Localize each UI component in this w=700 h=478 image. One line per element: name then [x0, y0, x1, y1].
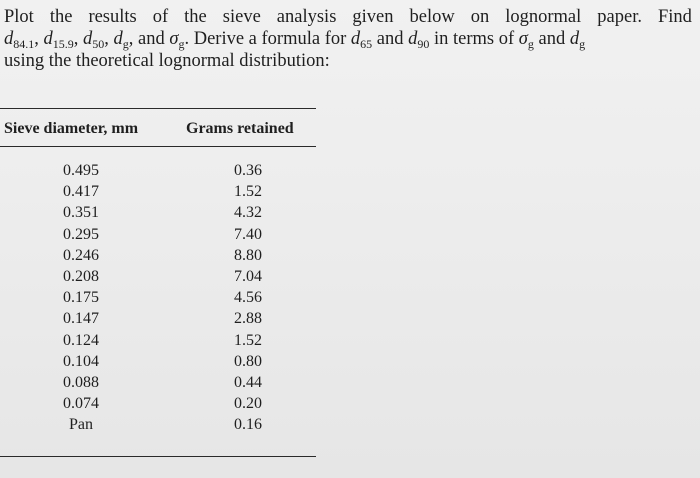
- problem-word: paper.: [597, 7, 642, 27]
- separator: ,: [34, 29, 44, 49]
- table-row: 0.351 4.32: [0, 204, 316, 225]
- grams-retained-cell: 7.04: [234, 267, 262, 285]
- sieve-diameter-cell: Pan: [69, 416, 93, 434]
- sieve-diameter-cell: 0.088: [63, 373, 99, 391]
- symbol-d: d: [408, 29, 418, 49]
- problem-word: the: [49, 7, 73, 27]
- problem-word: of: [152, 7, 169, 27]
- symbol-d: d: [569, 29, 580, 49]
- sieve-diameter-cell: 0.208: [63, 267, 99, 285]
- symbol-d: d: [350, 29, 361, 49]
- sieve-diameter-cell: 0.351: [63, 204, 99, 222]
- subscript: 15.9: [52, 37, 74, 51]
- problem-word: on: [470, 7, 490, 27]
- sieve-diameter-cell: 0.104: [63, 352, 99, 370]
- table-row: 0.246 8.80: [0, 247, 316, 268]
- grams-retained-cell: 2.88: [234, 310, 262, 328]
- grams-retained-cell: 1.52: [234, 331, 262, 349]
- symbol-d: d: [4, 29, 14, 49]
- sieve-diameter-cell: 0.246: [63, 246, 99, 264]
- table-row: Pan 0.16: [0, 416, 316, 437]
- problem-word: Plot: [4, 7, 34, 27]
- table-row: 0.295 7.40: [0, 226, 316, 247]
- subscript: g: [178, 37, 185, 51]
- subscript: 65: [360, 37, 373, 51]
- subscript: 84.1: [13, 37, 35, 51]
- sieve-diameter-cell: 0.124: [63, 331, 99, 349]
- problem-text: in terms of: [429, 29, 519, 49]
- problem-statement: Plot the results of the sieve analysis given bel…: [4, 6, 692, 72]
- table-row: 0.147 2.88: [0, 310, 316, 331]
- table-row: 0.175 4.56: [0, 289, 316, 310]
- grams-retained-cell: 0.44: [234, 373, 262, 391]
- table-row: 0.495 0.36: [0, 162, 316, 183]
- problem-text: and: [372, 29, 409, 49]
- problem-word: below: [409, 7, 455, 27]
- grams-retained-cell: 0.16: [234, 416, 262, 434]
- grams-retained-cell: 0.80: [234, 352, 262, 370]
- sieve-diameter-cell: 0.175: [63, 289, 99, 307]
- grams-retained-cell: 4.56: [234, 289, 262, 307]
- header-sieve-diameter: Sieve diameter, mm: [4, 120, 139, 137]
- problem-line-2: d84.1, d15.9, d50, dg, and σg. Derive a …: [4, 28, 692, 50]
- grams-retained-cell: 4.32: [234, 204, 262, 222]
- problem-word: the: [184, 7, 207, 27]
- separator: ,: [104, 29, 114, 49]
- sieve-diameter-cell: 0.295: [63, 225, 99, 243]
- table-top-rule: [0, 108, 316, 109]
- problem-word: results: [88, 7, 137, 27]
- symbol-sigma: σ: [169, 29, 179, 49]
- problem-word: given: [352, 7, 394, 27]
- sieve-table-body: 0.495 0.36 0.417 1.52 0.351 4.32 0.295 7.40 0.24…: [0, 162, 316, 437]
- problem-word: lognormal: [505, 7, 582, 27]
- symbol-sigma: σ: [518, 29, 528, 49]
- sieve-diameter-cell: 0.074: [63, 395, 99, 413]
- problem-word: sieve: [222, 7, 261, 27]
- problem-text: and: [533, 29, 570, 49]
- table-row: 0.208 7.04: [0, 268, 316, 289]
- table-row: 0.124 1.52: [0, 332, 316, 353]
- subscript: 90: [417, 37, 430, 51]
- table-header-rule: [0, 146, 316, 147]
- table-row: 0.088 0.44: [0, 374, 316, 395]
- problem-line-3: using the theoretical lognormal distribu…: [4, 51, 330, 71]
- grams-retained-cell: 7.40: [234, 225, 262, 243]
- separator: ,: [73, 29, 83, 49]
- grams-retained-cell: 8.80: [234, 246, 262, 264]
- symbol-d: d: [83, 29, 93, 49]
- subscript: 50: [92, 37, 105, 51]
- table-bottom-rule: [0, 456, 316, 457]
- problem-line-1: Plot the results of the sieve analysis given bel…: [4, 6, 692, 28]
- subscript: g: [122, 37, 129, 51]
- subscript: g: [527, 37, 534, 51]
- symbol-d: d: [113, 29, 123, 49]
- problem-text: . Derive a formula for: [184, 29, 351, 49]
- problem-word: analysis: [276, 7, 337, 27]
- header-grams-retained: Grams retained: [186, 120, 294, 137]
- sieve-diameter-cell: 0.417: [63, 183, 99, 201]
- sieve-diameter-cell: 0.147: [63, 310, 99, 328]
- grams-retained-cell: 0.36: [234, 162, 262, 179]
- problem-word: Find: [657, 7, 692, 27]
- table-row: 0.074 0.20: [0, 395, 316, 416]
- subscript: g: [579, 37, 586, 51]
- table-row: 0.417 1.52: [0, 183, 316, 204]
- sieve-diameter-cell: 0.495: [63, 162, 99, 179]
- symbol-d: d: [43, 29, 53, 49]
- grams-retained-cell: 1.52: [234, 183, 262, 201]
- separator: , and: [128, 29, 170, 49]
- grams-retained-cell: 0.20: [234, 395, 262, 413]
- table-row: 0.104 0.80: [0, 353, 316, 374]
